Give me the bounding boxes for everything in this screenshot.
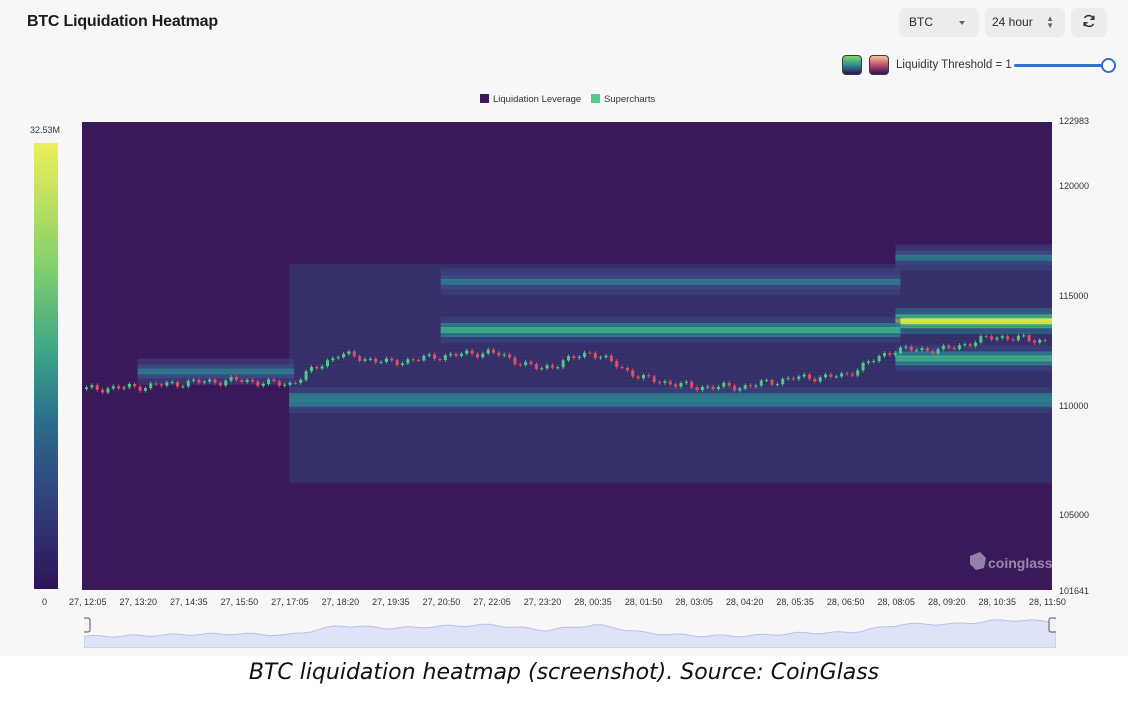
time-range-navigator[interactable] [84,612,1056,648]
x-axis-tick-label: 27, 17:05 [271,597,309,607]
y-axis-tick-label: 105000 [1059,510,1090,521]
heatmap-plot[interactable]: coinglass [82,122,1052,590]
refresh-icon [1083,14,1095,28]
range-select-value: 24 hour [992,15,1033,29]
x-axis-tick-label: 28, 05:35 [776,597,814,607]
legend-label: Liquidation Leverage [493,94,582,105]
coinglass-watermark: coinglass [970,552,1052,571]
x-axis-tick-label: 28, 08:05 [877,597,915,607]
coin-select-value: BTC [909,15,933,29]
x-axis-tick-label: 27, 19:35 [372,597,410,607]
legend-label: Supercharts [604,94,656,105]
updown-icon: ▲ ▼ [1046,14,1054,30]
x-axis-tick-label: 28, 10:35 [978,597,1017,607]
y-axis-tick-label: 110000 [1059,400,1089,411]
chevron-down-icon [959,21,965,25]
x-axis-tick-label: 27, 12:05 [69,597,107,607]
x-axis-tick-label: 27, 18:20 [321,597,360,607]
color-scale-bar [34,143,58,589]
x-axis-tick-label: 27, 23:20 [523,597,562,607]
x-axis-tick-label: 28, 09:20 [927,597,966,607]
liquidity-threshold-label: Liquidity Threshold = 1 [896,59,1012,71]
x-axis-tick-label: 28, 06:50 [826,597,865,607]
legend-item-supercharts[interactable]: Supercharts [591,94,655,105]
x-axis-tick-label: 27, 15:50 [220,597,259,607]
x-axis-tick-label: 27, 22:05 [473,597,511,607]
threshold-slider-handle[interactable] [1101,58,1116,73]
y-axis-tick-label: 115000 [1059,291,1089,302]
y-axis-tick-label: 122983 [1059,116,1090,126]
scale-max-label: 32.53M [30,125,61,135]
legend-swatch [591,94,600,103]
x-axis-tick-label: 28, 04:20 [725,597,764,607]
scale-min-label: 0 [42,597,48,607]
y-axis-tick-label: 120000 [1059,181,1090,192]
image-caption: BTC liquidation heatmap (screenshot). So… [248,660,880,685]
x-axis-tick-label: 28, 01:50 [624,597,663,607]
magma-palette-button[interactable] [869,55,889,75]
legend-swatch [480,94,489,103]
refresh-button[interactable] [1071,8,1107,37]
y-axis-tick-label: 101641 [1059,586,1090,596]
coin-select[interactable]: BTC [899,8,979,37]
navigator-left-handle[interactable] [84,617,91,633]
x-axis-tick-label: 28, 03:05 [675,597,713,607]
x-axis-tick-label: 28, 11:50 [1029,597,1066,607]
x-axis-tick-label: 27, 20:50 [422,597,461,607]
viridis-palette-button[interactable] [842,55,862,75]
navigator-right-handle[interactable] [1048,617,1056,633]
range-select[interactable]: 24 hour ▲ ▼ [985,8,1065,37]
x-axis-tick-label: 27, 14:35 [170,597,208,607]
page-title: BTC Liquidation Heatmap [27,13,218,30]
legend-item-liquidation[interactable]: Liquidation Leverage [480,94,581,105]
threshold-slider-track[interactable] [1014,64,1106,67]
x-axis-tick-label: 27, 13:20 [119,597,158,607]
watermark-text: coinglass [988,555,1052,571]
x-axis-tick-label: 28, 00:35 [574,597,612,607]
